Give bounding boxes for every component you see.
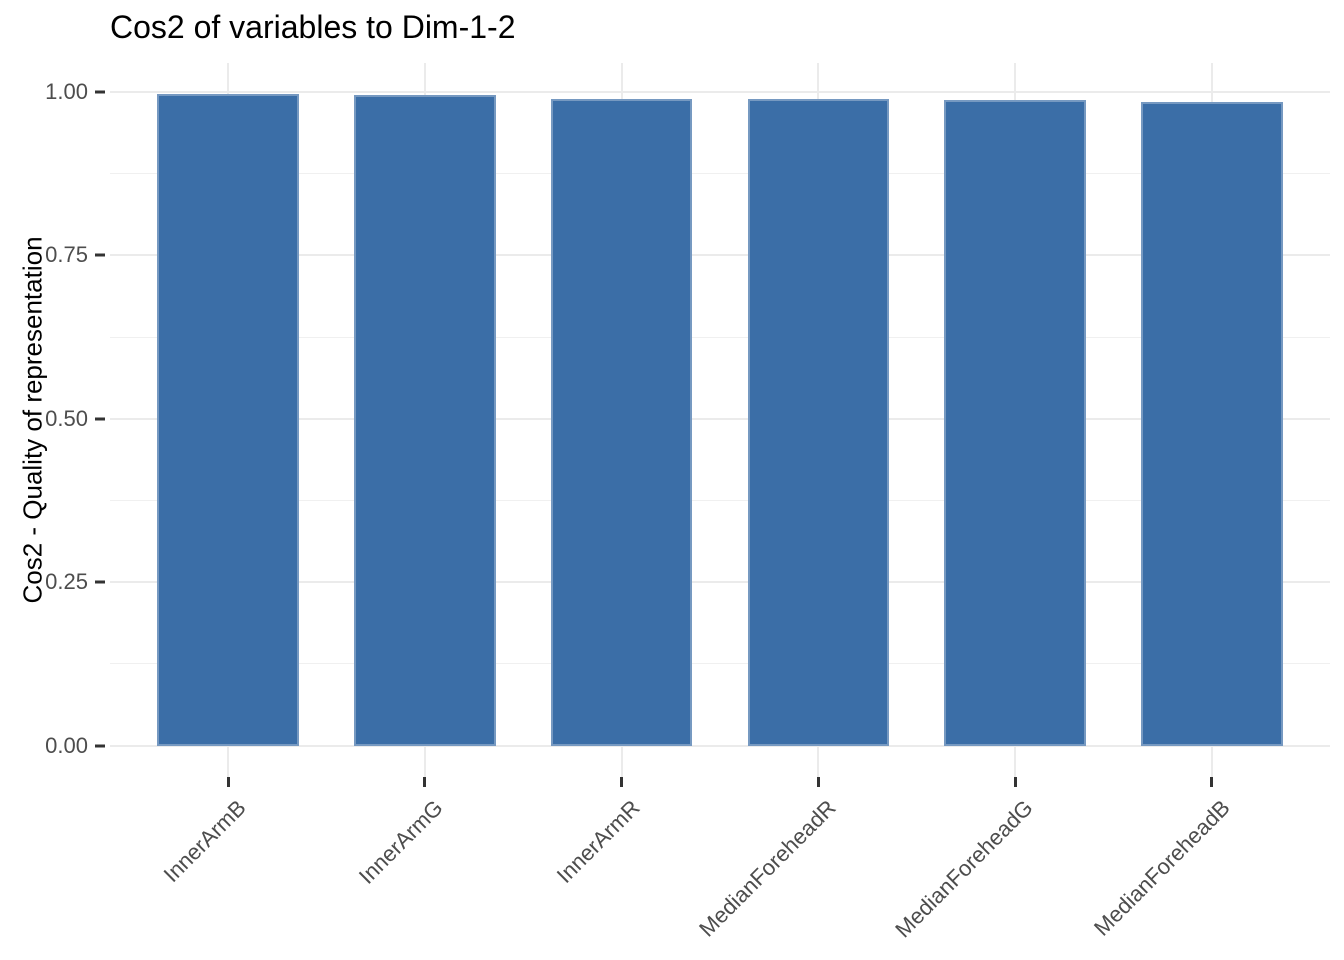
chart-title: Cos2 of variables to Dim-1-2 xyxy=(110,9,516,45)
gridline-minor-y xyxy=(110,173,1330,175)
bar xyxy=(1141,102,1283,746)
gridline-minor-y xyxy=(110,500,1330,501)
y-axis-tick xyxy=(95,744,105,748)
gridline-major-y xyxy=(110,417,1330,420)
y-tick-label: 0.00 xyxy=(45,732,88,758)
y-axis-tick xyxy=(95,90,105,94)
gridline-minor-y xyxy=(110,663,1330,665)
y-axis-tick xyxy=(95,580,105,584)
gridline-major-y xyxy=(110,91,1330,93)
y-tick-label: 1.00 xyxy=(45,79,88,104)
bar xyxy=(157,93,299,746)
y-tick-label: 0.25 xyxy=(45,569,88,595)
bar xyxy=(944,99,1086,746)
y-axis-tick xyxy=(95,417,105,421)
bar xyxy=(550,98,693,746)
x-tick-label: InnerArmB xyxy=(158,795,251,888)
gridline-major-y xyxy=(110,581,1330,584)
x-axis-tick xyxy=(1210,777,1214,787)
y-axis-tick xyxy=(95,253,105,257)
gridline-minor-y xyxy=(110,336,1330,338)
bar xyxy=(354,95,496,746)
y-tick-label: 0.75 xyxy=(45,242,88,268)
x-axis-tick xyxy=(816,777,820,787)
plot-area xyxy=(110,63,1330,777)
x-axis-tick xyxy=(226,777,230,787)
gridline-major-y xyxy=(110,744,1330,747)
y-tick-label: 0.50 xyxy=(45,405,88,431)
x-axis-tick xyxy=(1013,777,1017,787)
x-axis-tick xyxy=(423,777,427,787)
gridline-major-y xyxy=(110,254,1330,257)
x-axis-tick xyxy=(620,777,624,787)
bar xyxy=(747,99,890,746)
